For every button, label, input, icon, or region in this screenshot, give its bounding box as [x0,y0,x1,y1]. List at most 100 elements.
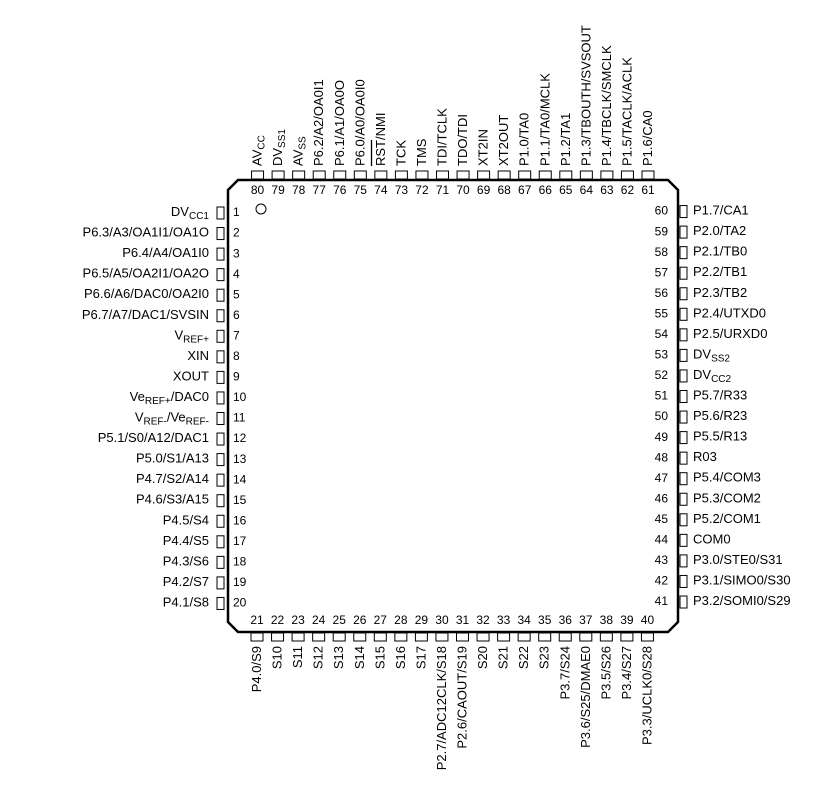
pin-number: 4 [233,267,240,281]
pin-label: P6.7/A7/DAC1/SVSIN [82,307,209,322]
pin-number: 58 [655,245,669,259]
pin-label: P2.3/TB2 [693,285,747,300]
pin-pad [679,225,688,239]
pin-pad [497,632,511,642]
label-text: S12 [311,646,326,669]
pin-label: P6.0/A0/OA0I0 [353,79,368,166]
pin-pad [415,170,429,180]
pin-number: 49 [655,430,669,444]
pin-number: 46 [655,491,669,505]
label-text: P6.7/A7/DAC1/SVSIN [82,307,209,322]
label-text: P1.5/TACLK/ACLK [620,57,635,166]
pin-number: 55 [655,306,669,320]
pin-number: 5 [233,287,240,301]
pin-number: 15 [233,493,247,507]
pin-pad [250,632,264,642]
pin-label: DVCC2 [693,367,732,384]
label-text: DV [271,148,286,166]
label-text: P4.5/S4 [163,513,209,528]
pin-label: P3.5/S26 [599,646,614,700]
pin-label: DVSS1 [271,129,288,166]
pin-label: XOUT [173,369,209,384]
pin-number: 45 [655,512,669,526]
pin-number: 13 [233,452,247,466]
pin-number: 12 [233,431,247,445]
label-subscript: REF+ [183,334,209,345]
label-text: P2.3/TB2 [693,285,747,300]
pin-label: P4.3/S6 [163,554,209,569]
pin-number: 74 [374,183,388,197]
pin-pad [216,473,225,487]
label-text: S16 [393,646,408,669]
pin-number: 70 [456,183,470,197]
pin-pad [374,170,388,180]
label-text: S20 [475,646,490,669]
pin-pad [216,370,225,384]
label-text: P5.3/COM2 [693,491,761,506]
pin-pad [394,632,408,642]
pin-label: S17 [414,646,429,669]
pin-number: 35 [538,613,552,627]
pin-pad [559,170,573,180]
label-text: P1.4/TBCLK/SMCLK [599,45,614,166]
pin-label: VREF+ [174,328,209,345]
label-text: P3.7/S24 [558,646,573,700]
pin-label: P1.5/TACLK/ACLK [620,57,635,166]
pin-pad [332,632,346,642]
label-text: P6.4/A4/OA1I0 [122,246,209,261]
pin-pad [679,451,688,465]
pin-label: P3.6/S25/DMAE0 [578,646,593,748]
label-text: S21 [496,646,511,669]
pin-pad [216,432,225,446]
pin-number: 54 [655,327,669,341]
label-text: P6.6/A6/DAC0/OA2I0 [84,287,209,302]
label-text: P5.7/R33 [693,388,747,403]
label-text: P6.3/A3/OA1I1/OA1O [83,225,209,240]
pin-pad [216,350,225,364]
label-text: P3.6/S25/DMAE0 [578,646,593,748]
pin-pad [216,391,225,405]
pin-pad [679,205,688,219]
label-text: P2.7/ADC12CLK/S18 [434,646,449,770]
pin-number: 7 [233,328,240,342]
pin-label: TDO/TDI [455,114,470,166]
pin-pad [216,576,225,590]
label-text: COM0 [693,532,731,547]
pin-number: 63 [600,183,614,197]
pin-pad [216,288,225,302]
label-text: /DAC0 [171,389,209,404]
label-text: P2.2/TB1 [693,265,747,280]
pin-label: P4.2/S7 [163,574,209,589]
pin-pad [600,170,614,180]
pin-label: P6.4/A4/OA1I0 [122,246,209,261]
label-text: R03 [693,450,717,465]
pin-label: DVSS2 [693,347,730,364]
pin-pad [497,170,511,180]
pin-pad [291,632,305,642]
pin-pad [373,632,387,642]
pin-number: 14 [233,472,247,486]
pin-number: 75 [354,183,368,197]
pin-pad [414,632,428,642]
pin-number: 23 [291,613,305,627]
pin-label: P1.4/TBCLK/SMCLK [599,45,614,166]
label-text: S15 [373,646,388,669]
pin-label: P4.7/S2/A14 [136,472,209,487]
pin-pad [216,268,225,282]
pin-label: P2.1/TB0 [693,244,747,259]
pin-pad [679,369,688,383]
label-text: P2.1/TB0 [693,244,747,259]
pin-number: 21 [250,613,264,627]
pin-number: 39 [620,613,634,627]
pin-pad [216,453,225,467]
pin-number: 77 [313,183,327,197]
label-text: /Ve [167,410,186,425]
label-text: V [135,410,144,425]
pin-number: 52 [655,368,669,382]
pin-number: 37 [579,613,593,627]
pin-pad [216,514,225,528]
label-text: P4.7/S2/A14 [136,472,209,487]
pin-label: R03 [693,450,717,465]
pin-label: XT2OUT [497,115,512,166]
